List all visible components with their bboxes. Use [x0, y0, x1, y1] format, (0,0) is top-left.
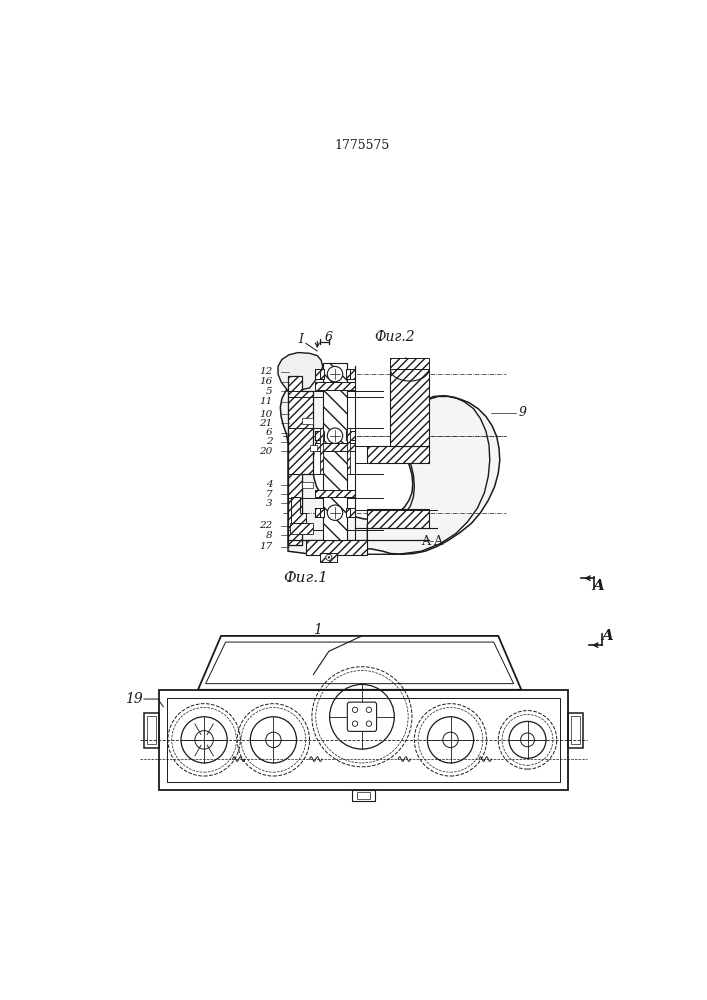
Bar [160, 690, 568, 790]
Text: 17: 17 [259, 542, 273, 551]
Bar [167, 698, 560, 782]
Bar [302, 418, 313, 424]
Bar [288, 391, 302, 545]
Text: 19: 19 [125, 692, 143, 706]
Bar [568, 713, 583, 748]
Bar [368, 446, 429, 463]
Bar [315, 508, 320, 517]
Text: A-A: A-A [421, 535, 443, 548]
Text: 2: 2 [266, 437, 273, 446]
Text: 1: 1 [313, 623, 322, 637]
Bar [310, 445, 317, 451]
Text: I: I [298, 333, 303, 346]
Circle shape [366, 707, 372, 713]
Text: 16: 16 [259, 377, 273, 386]
Circle shape [366, 721, 372, 726]
Polygon shape [291, 497, 305, 523]
Bar [302, 482, 313, 488]
Text: 6: 6 [266, 428, 273, 437]
Text: 3: 3 [266, 499, 273, 508]
Bar [315, 490, 355, 497]
Bar [320, 428, 324, 474]
Text: Фиг.2: Фиг.2 [374, 330, 414, 344]
Text: 5: 5 [266, 387, 273, 396]
Bar [305, 540, 368, 555]
Polygon shape [278, 353, 322, 393]
Text: 8: 8 [266, 531, 273, 540]
Bar [315, 431, 320, 440]
Bar [351, 431, 355, 440]
Bar [351, 508, 355, 517]
Text: 11: 11 [259, 397, 273, 406]
Text: 4: 4 [266, 480, 273, 489]
FancyBboxPatch shape [347, 702, 377, 731]
Bar [571, 716, 580, 744]
Text: 22: 22 [259, 521, 273, 530]
Bar [357, 792, 370, 799]
Bar [315, 443, 355, 451]
Text: 12: 12 [259, 367, 273, 376]
Circle shape [327, 505, 343, 520]
Bar [352, 790, 375, 801]
Text: 20: 20 [259, 447, 273, 456]
Text: A: A [602, 629, 614, 643]
Text: 6: 6 [325, 331, 332, 344]
Text: 21: 21 [259, 419, 273, 428]
Circle shape [327, 366, 343, 382]
Polygon shape [288, 376, 313, 545]
Bar [320, 508, 325, 517]
Bar [368, 509, 429, 528]
Circle shape [327, 428, 343, 443]
Bar [144, 713, 160, 748]
Bar [320, 553, 337, 562]
Bar [346, 428, 351, 474]
Text: A: A [592, 579, 604, 593]
Text: 7: 7 [266, 490, 273, 499]
Bar [322, 363, 347, 540]
Circle shape [326, 554, 332, 560]
Bar [320, 431, 325, 440]
Circle shape [352, 707, 358, 713]
Text: 1775575: 1775575 [334, 139, 390, 152]
Bar [346, 431, 351, 440]
Polygon shape [281, 376, 500, 554]
Circle shape [327, 556, 330, 559]
Bar [315, 382, 355, 389]
Text: Фиг.1: Фиг.1 [284, 571, 328, 585]
Bar [351, 369, 355, 379]
Bar [147, 716, 156, 744]
Bar [291, 523, 313, 534]
Bar [390, 369, 429, 446]
Bar [315, 369, 320, 379]
Text: 9: 9 [518, 406, 526, 419]
Circle shape [352, 721, 358, 726]
Bar [320, 369, 325, 379]
Bar [390, 358, 429, 369]
Text: 10: 10 [259, 410, 273, 419]
Bar [346, 508, 351, 517]
Bar [346, 369, 351, 379]
